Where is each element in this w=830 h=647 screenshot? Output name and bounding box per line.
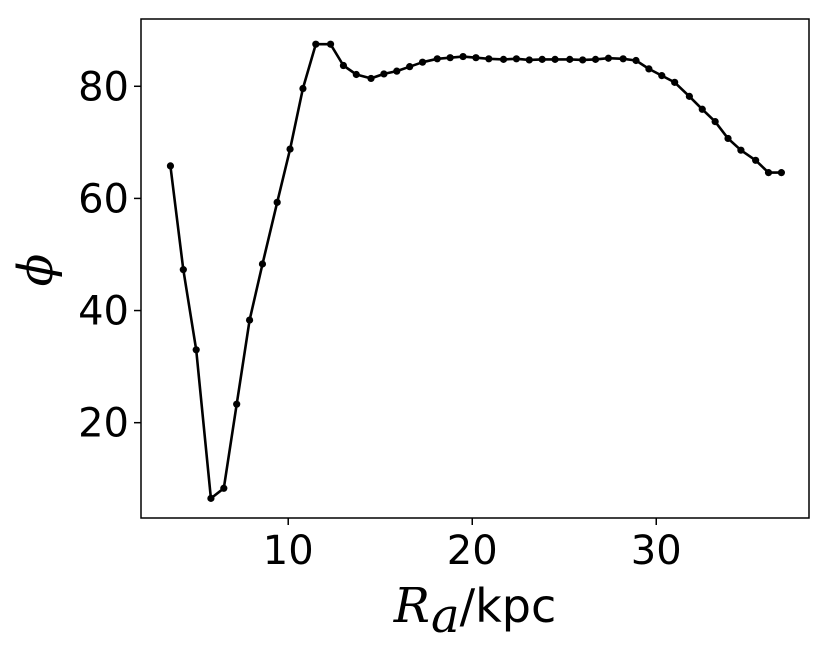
data-point: [312, 40, 320, 48]
data-point: [685, 92, 693, 100]
data-point: [433, 55, 441, 63]
data-point: [339, 61, 348, 70]
data-point: [245, 316, 254, 324]
data-point: [166, 162, 175, 170]
data-point: [777, 169, 785, 177]
y-axis-title: ϕ: [8, 254, 64, 287]
data-point: [619, 55, 627, 63]
data-point: [233, 400, 241, 408]
data-point: [671, 78, 679, 86]
data-point: [752, 156, 760, 164]
data-point: [326, 40, 335, 48]
x-axis-title: Ra/kpc: [393, 578, 557, 644]
data-point: [632, 56, 640, 65]
data-point: [179, 266, 187, 274]
data-point: [446, 54, 454, 62]
data-point: [352, 70, 360, 79]
x-tick-label: 10: [263, 528, 314, 574]
data-point: [220, 484, 228, 492]
data-point: [299, 84, 307, 93]
data-point: [764, 169, 773, 177]
data-point: [538, 55, 546, 63]
data-point: [566, 55, 574, 63]
data-point: [406, 63, 414, 71]
y-tick-label: 60: [78, 176, 129, 222]
data-point: [737, 146, 745, 154]
data-point: [579, 56, 587, 64]
x-tick-label: 30: [631, 528, 682, 574]
data-point: [658, 72, 666, 80]
data-point: [459, 52, 467, 61]
data-point: [485, 55, 493, 63]
data-point: [591, 55, 600, 63]
data-point: [525, 56, 533, 64]
data-point: [645, 65, 653, 73]
data-point: [393, 67, 401, 75]
plot-frame: [140, 18, 810, 519]
data-point: [698, 105, 706, 113]
y-tick-label: 40: [78, 289, 129, 335]
data-point: [472, 54, 480, 62]
data-point: [499, 55, 508, 63]
data-point: [711, 118, 719, 126]
data-point: [258, 260, 267, 268]
data-point: [286, 145, 294, 153]
data-point: [380, 70, 388, 78]
data-point: [724, 134, 732, 143]
data-point: [207, 494, 215, 502]
data-point: [418, 58, 427, 66]
axis-ticks: 10 20 30 20 40 60 80: [78, 64, 682, 574]
x-tick-label: 20: [447, 528, 498, 574]
data-point: [367, 74, 375, 83]
y-tick-label: 80: [78, 64, 129, 110]
data-series: [166, 40, 785, 502]
data-point: [604, 54, 613, 62]
data-point: [192, 346, 200, 354]
data-point: [551, 55, 559, 63]
y-tick-label: 20: [78, 401, 129, 447]
data-point: [512, 55, 521, 63]
data-point: [273, 198, 281, 206]
